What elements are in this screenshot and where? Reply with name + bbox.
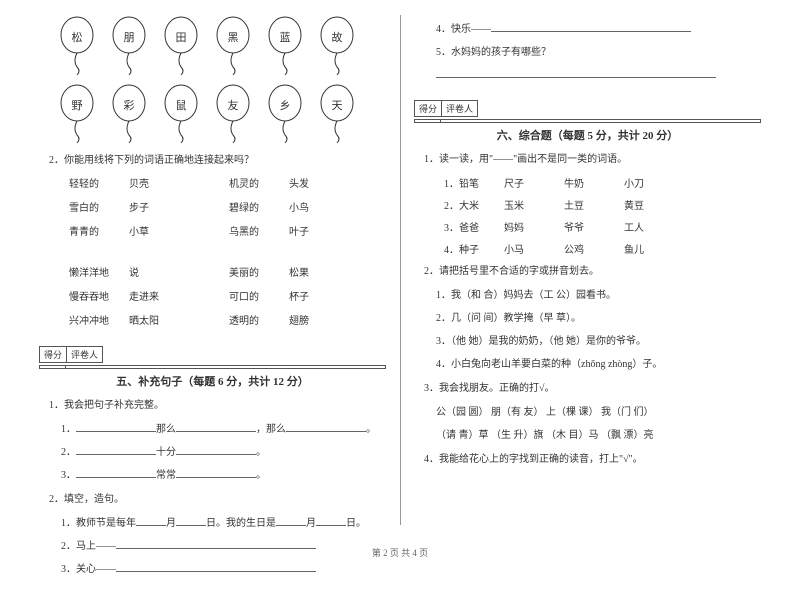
q6-3-line2: （请 青）草 （生 升）旗 （木 目）马 （飘 漂）亮	[436, 427, 761, 444]
word-pair-row: 懒洋洋地说美丽的松果	[69, 264, 386, 279]
balloon-char: 天	[319, 97, 355, 113]
score-cell	[40, 366, 66, 368]
bracket-item: 4．小白兔向老山羊要白菜的种（zhǒng zhòng）子。	[436, 356, 761, 373]
score-box-5: 得分 评卷人	[39, 346, 103, 363]
q5-1-2: 2．十分。	[61, 444, 386, 461]
q5-1: 1．我会把句子补充完整。	[49, 397, 386, 414]
balloon: 乡	[267, 83, 303, 143]
q6-1: 1．读一读，用"——"画出不是同一类的词语。	[424, 151, 761, 168]
category-row: 1．铅笔尺子牛奶小刀	[444, 175, 761, 190]
bracket-item: 2．几（问 间）教学掩（早 草）。	[436, 310, 761, 327]
q6-4: 4．我能给花心上的字找到正确的读音，打上"√"。	[424, 451, 761, 468]
grader-cell	[66, 366, 92, 368]
balloon-char: 故	[319, 29, 355, 45]
category-row: 3．爸爸妈妈爷爷工人	[444, 219, 761, 234]
balloon: 故	[319, 15, 355, 75]
category-row: 2．大米玉米土豆黄豆	[444, 197, 761, 212]
balloon-char: 野	[59, 97, 95, 113]
q5-2-4: 4．快乐——	[436, 21, 761, 38]
score-label: 得分	[415, 101, 442, 116]
balloon: 友	[215, 83, 251, 143]
word-pair-row: 雪白的步子碧绿的小鸟	[69, 199, 386, 214]
balloon-char: 田	[163, 29, 199, 45]
balloon-char: 朋	[111, 29, 147, 45]
balloon: 田	[163, 15, 199, 75]
bracket-item: 1．我（和 合）妈妈去（工 公）园看书。	[436, 287, 761, 304]
q5-2-5: 5．水妈妈的孩子有哪些？	[436, 44, 761, 61]
score-blank-5	[39, 365, 386, 369]
q6-3-line1: 公（园 圆） 朋（有 友） 上（棵 课） 我（门 们）	[436, 404, 761, 421]
column-divider	[400, 15, 401, 525]
grader-label: 评卷人	[67, 347, 102, 362]
section-5-title: 五、补充句子（每题 6 分，共计 12 分）	[39, 373, 386, 389]
balloon-char: 松	[59, 29, 95, 45]
score-label: 得分	[40, 347, 67, 362]
grader-cell	[441, 120, 467, 122]
q6-2: 2．请把括号里不合适的字或拼音划去。	[424, 263, 761, 280]
score-box-6: 得分 评卷人	[414, 100, 478, 117]
balloon: 松	[59, 15, 95, 75]
word-pair-row: 轻轻的贝壳机灵的头发	[69, 175, 386, 190]
page-footer: 第 2 页 共 4 页	[0, 546, 800, 559]
balloon-char: 乡	[267, 97, 303, 113]
balloon: 鼠	[163, 83, 199, 143]
score-cell	[415, 120, 441, 122]
word-pair-row: 青青的小草乌黑的叶子	[69, 223, 386, 238]
balloon-char: 友	[215, 97, 251, 113]
balloon-char: 鼠	[163, 97, 199, 113]
section-6-title: 六、综合题（每题 5 分，共计 20 分）	[414, 127, 761, 143]
q5-1-1: 1．那么，那么。	[61, 421, 386, 438]
balloon-char: 彩	[111, 97, 147, 113]
bracket-item: 3．（他 她）是我的奶奶，（他 她）是你的爷爷。	[436, 333, 761, 350]
word-pair-row: 兴冲冲地晒太阳透明的翅膀	[69, 312, 386, 327]
balloon-char: 蓝	[267, 29, 303, 45]
balloon: 蓝	[267, 15, 303, 75]
q5-2-1: 1．教师节是每年月日。我的生日是月日。	[61, 515, 386, 532]
word-pair-row: 慢吞吞地走进来可口的杯子	[69, 288, 386, 303]
q2-title: 2．你能用线将下列的词语正确地连接起来吗？	[49, 151, 386, 166]
balloon: 野	[59, 83, 95, 143]
balloon: 朋	[111, 15, 147, 75]
category-row: 4．种子小马公鸡鱼儿	[444, 241, 761, 256]
grader-label: 评卷人	[442, 101, 477, 116]
balloon-char: 黑	[215, 29, 251, 45]
q6-3: 3．我会找朋友。正确的打√。	[424, 380, 761, 397]
q5-2-3: 3．关心——	[61, 561, 386, 578]
balloon: 天	[319, 83, 355, 143]
q5-1-3: 3．常常。	[61, 467, 386, 484]
balloon: 黑	[215, 15, 251, 75]
q5-2: 2．填空，造句。	[49, 491, 386, 508]
score-blank-6	[414, 119, 761, 123]
balloon: 彩	[111, 83, 147, 143]
